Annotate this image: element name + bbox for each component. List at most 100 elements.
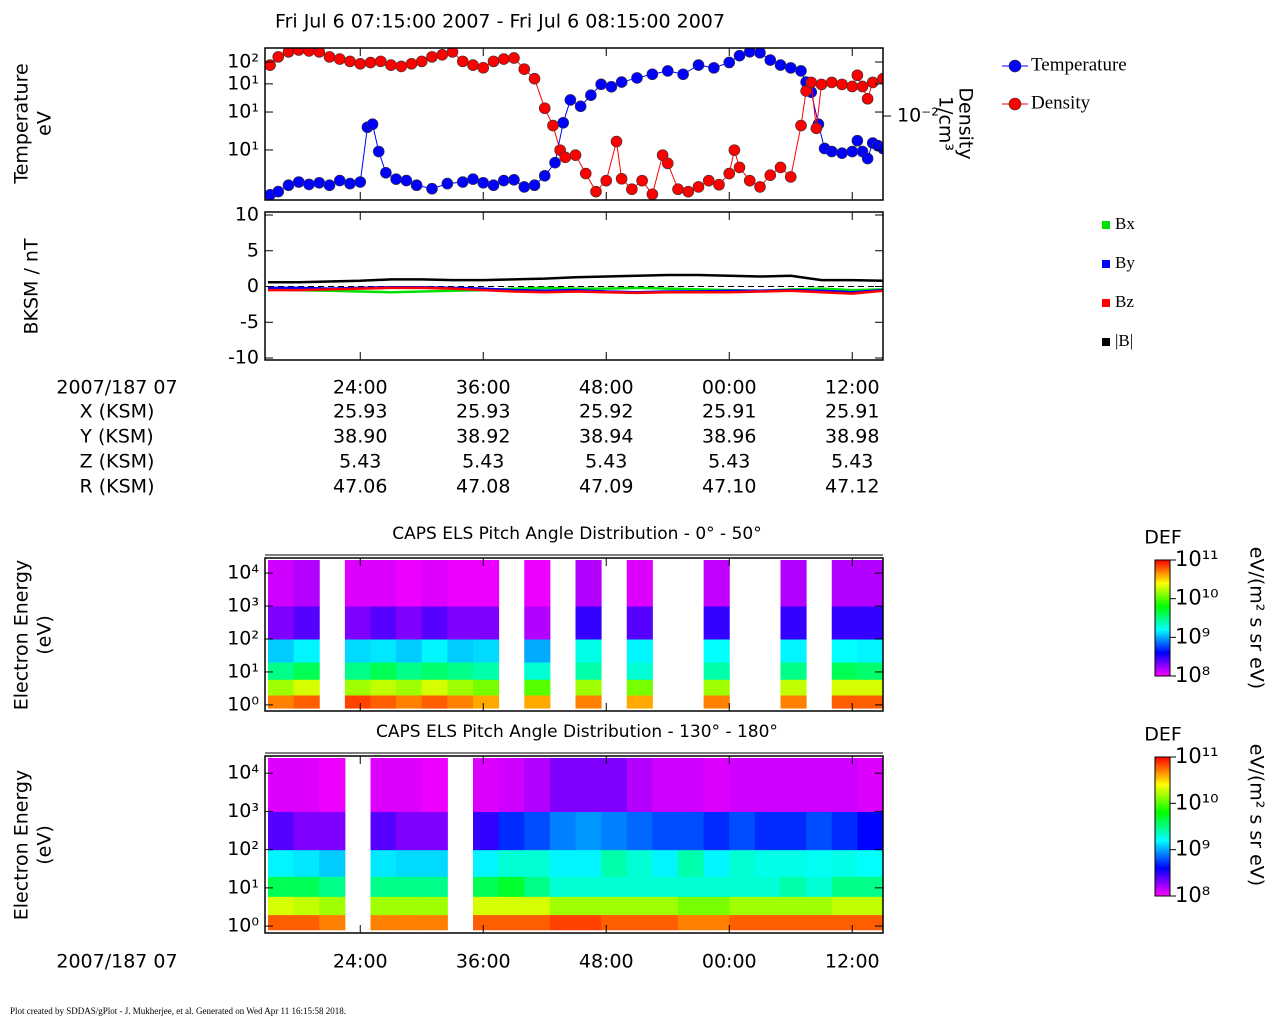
point xyxy=(528,179,541,192)
colorbar xyxy=(1154,559,1171,677)
cell xyxy=(703,679,730,696)
cell xyxy=(703,694,730,709)
cell xyxy=(831,662,858,680)
cell xyxy=(268,679,295,696)
cell xyxy=(293,849,320,877)
cell xyxy=(319,876,346,897)
cell xyxy=(703,639,730,663)
point xyxy=(364,56,377,69)
point xyxy=(303,48,315,57)
point xyxy=(846,145,859,158)
cell xyxy=(780,811,807,851)
point xyxy=(518,63,531,75)
cell xyxy=(857,694,883,709)
cell xyxy=(806,811,833,851)
colorbar-tick-label: 10⁸ xyxy=(1175,883,1210,907)
cell xyxy=(729,811,756,851)
point xyxy=(557,116,570,129)
legend-label: Bx xyxy=(1115,214,1135,233)
cell xyxy=(626,896,653,916)
point xyxy=(728,144,741,156)
cell xyxy=(626,606,653,640)
point xyxy=(815,78,828,91)
colorbar-tick-label: 10¹⁰ xyxy=(1175,586,1219,610)
legend-marker xyxy=(1008,59,1022,73)
cell xyxy=(575,606,602,640)
cell xyxy=(754,896,781,916)
cell xyxy=(524,811,551,851)
y-tick-label: 5 xyxy=(247,239,259,261)
cell xyxy=(421,876,448,897)
point xyxy=(564,94,577,106)
point xyxy=(354,58,367,70)
cell xyxy=(473,849,500,877)
cell-text: 5.43 xyxy=(462,451,504,473)
point xyxy=(547,119,559,132)
cell xyxy=(549,758,576,812)
cell xyxy=(396,896,423,916)
cell xyxy=(601,914,628,931)
point xyxy=(456,55,469,68)
point xyxy=(477,177,490,189)
cell xyxy=(447,560,474,607)
cell xyxy=(780,849,807,877)
point xyxy=(333,174,346,187)
y-tick-label: 10² xyxy=(227,628,259,650)
time-label: 2007/187 07 xyxy=(56,377,177,399)
cell xyxy=(293,694,320,709)
colorbar-tick-label: 10¹¹ xyxy=(1175,547,1219,571)
cell xyxy=(780,896,807,916)
cell xyxy=(344,662,371,680)
point xyxy=(856,80,869,93)
cell xyxy=(473,896,500,916)
cell xyxy=(806,914,833,931)
point xyxy=(702,174,715,187)
y-tick-label: 10² xyxy=(227,50,259,72)
cell xyxy=(575,560,602,607)
cell xyxy=(678,896,705,916)
cell xyxy=(396,914,423,931)
cell xyxy=(857,811,883,851)
cell xyxy=(524,606,551,640)
point xyxy=(272,185,285,198)
point xyxy=(733,49,746,62)
point xyxy=(825,145,838,158)
cell xyxy=(626,876,653,897)
cell xyxy=(754,849,781,877)
cell xyxy=(268,560,295,607)
cell xyxy=(421,896,448,916)
cell xyxy=(524,896,551,916)
cell-text: 38.94 xyxy=(579,426,633,448)
cell xyxy=(780,639,807,663)
cell xyxy=(344,560,371,607)
cell xyxy=(396,758,423,812)
row-label: X (KSM) xyxy=(80,401,155,423)
cell xyxy=(652,876,679,897)
cell xyxy=(447,606,474,640)
cell xyxy=(396,694,423,709)
point xyxy=(836,78,848,91)
cell xyxy=(703,606,730,640)
cell xyxy=(498,876,525,897)
cell xyxy=(549,876,576,897)
point xyxy=(380,166,392,179)
cell xyxy=(754,914,781,931)
colorbar xyxy=(1154,756,1171,897)
cell xyxy=(473,914,500,931)
colorbar-tick-label: 10⁹ xyxy=(1175,624,1210,648)
series-line xyxy=(268,273,883,284)
cell xyxy=(703,896,730,916)
cell xyxy=(831,694,858,709)
point xyxy=(646,68,659,81)
cell xyxy=(857,876,883,897)
cell xyxy=(293,679,320,696)
axis-label: BKSM / nT xyxy=(21,238,43,334)
point xyxy=(784,171,797,183)
x-tick-label: 12:00 xyxy=(825,377,880,399)
cell xyxy=(524,758,551,812)
cell-text: 25.93 xyxy=(456,401,510,423)
cell xyxy=(293,811,320,851)
colorbar-tick-label: 10⁹ xyxy=(1175,837,1210,861)
cell xyxy=(473,560,500,607)
cell xyxy=(780,694,807,709)
